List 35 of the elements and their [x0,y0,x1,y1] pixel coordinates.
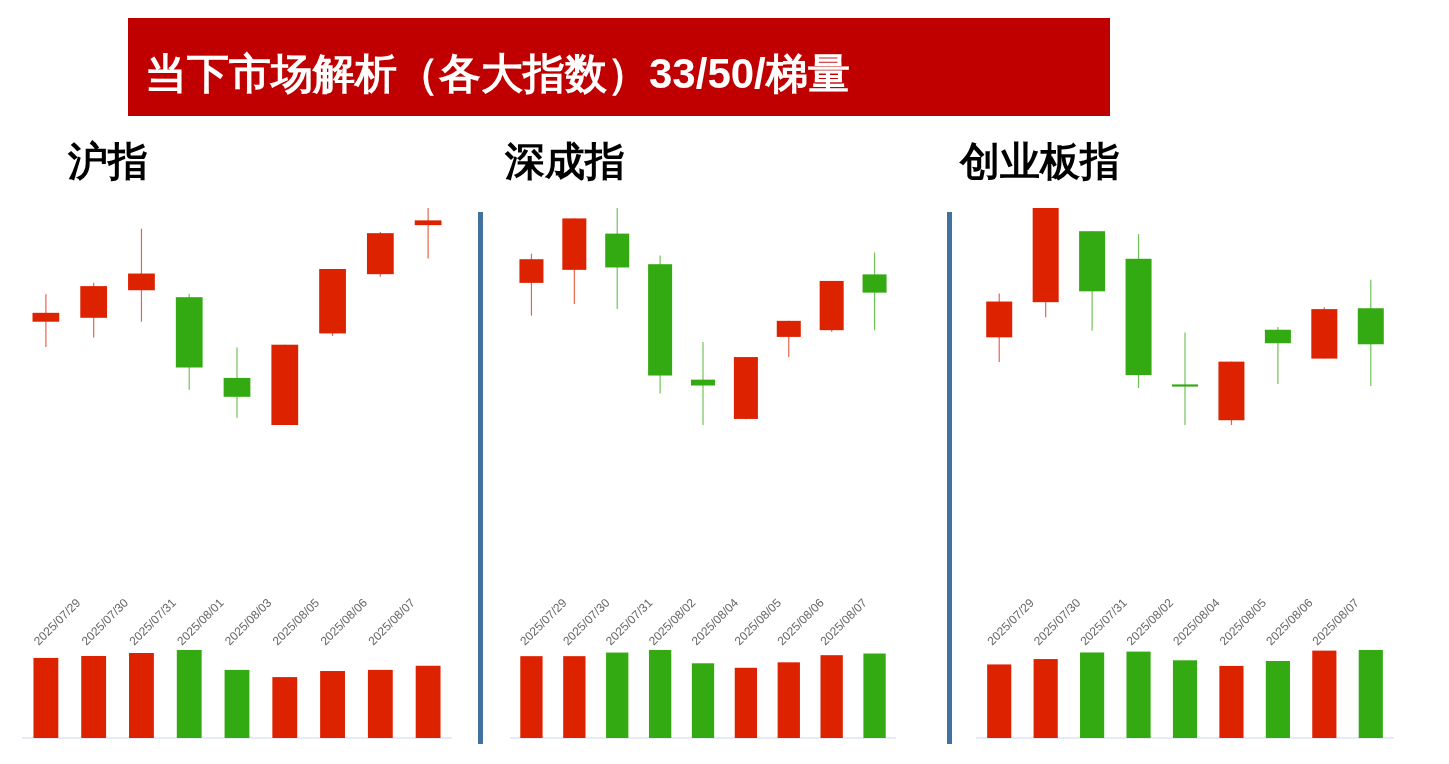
bar [734,667,758,738]
text: 当下市场解析（各大指数）33/50/梯量 [145,50,850,97]
bar [777,662,800,738]
bar [863,653,886,738]
bar [1312,650,1337,738]
chart-title: 沪指 [67,139,148,183]
chart-title: 创业板指 [959,139,1120,183]
bar [820,655,843,738]
bar [1358,650,1383,738]
bar [691,663,715,738]
bar [563,656,586,738]
bar [33,657,59,738]
bar [224,669,250,738]
bar [129,652,154,738]
bar [1080,652,1105,738]
bar [520,656,543,738]
bar [176,650,202,738]
candlestick [32,293,60,348]
bar [81,655,107,738]
bar [415,665,441,738]
bar [606,652,629,738]
candlestick [414,207,442,260]
bar [1172,660,1198,738]
chart-title: 深成指 [504,139,625,183]
bar [272,677,298,738]
bar [648,650,672,738]
bar [1126,651,1151,738]
candlestick [690,341,716,426]
candlestick [1172,331,1199,426]
bar [987,664,1012,738]
bar [1265,661,1290,738]
bar [1219,665,1244,738]
bar [1033,659,1058,738]
bar [367,669,393,738]
bar [320,671,345,738]
